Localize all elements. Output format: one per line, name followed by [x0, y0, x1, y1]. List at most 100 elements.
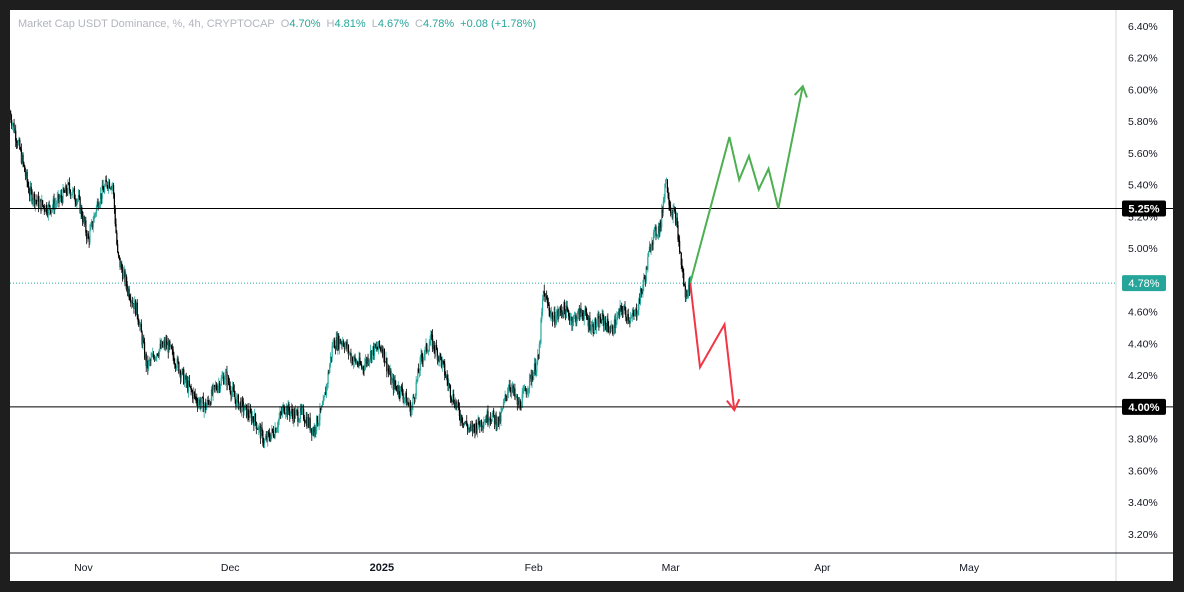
candle-body: [330, 356, 332, 358]
candle-body: [391, 378, 394, 381]
candle-body: [14, 130, 16, 133]
candle-body: [214, 385, 216, 387]
candle-body: [354, 356, 356, 360]
candle-body: [334, 348, 337, 350]
candle-body: [172, 349, 174, 357]
candle-body: [458, 407, 461, 416]
candle-body: [305, 417, 307, 424]
candle-body: [161, 341, 163, 349]
candle-body: [490, 420, 492, 422]
candle-body: [559, 307, 562, 311]
candle-body: [362, 366, 364, 370]
candle-body: [336, 337, 338, 349]
candle-body: [598, 316, 600, 328]
candle-body: [196, 398, 198, 403]
candle-body: [113, 194, 116, 209]
legend-close-value: 4.78%: [422, 18, 455, 30]
candle-body: [478, 417, 480, 425]
candle-body: [639, 298, 641, 304]
candle-body: [302, 408, 304, 410]
candle-body: [193, 392, 195, 394]
candle-body: [118, 255, 120, 258]
candle-body: [417, 369, 419, 380]
candle-body: [145, 353, 147, 367]
candle-body: [114, 208, 116, 224]
candle-body: [656, 235, 658, 237]
candle-body: [90, 221, 93, 226]
candle-body: [192, 391, 194, 399]
candle-body: [201, 397, 203, 404]
candle-body: [15, 130, 17, 141]
candle-body: [61, 198, 63, 203]
candle-body: [57, 194, 59, 198]
candle-body: [126, 286, 129, 293]
candle-body: [462, 423, 465, 426]
candle-body: [412, 397, 414, 405]
candle-body: [451, 399, 453, 401]
candle-body: [338, 335, 340, 349]
candle-body: [492, 410, 494, 416]
candle-body: [640, 288, 642, 292]
candle-body: [108, 181, 110, 188]
candle-body: [674, 210, 677, 224]
candle-body: [612, 333, 615, 335]
candle-body: [314, 426, 316, 433]
y-tick-label: 5.80%: [1128, 116, 1158, 128]
projection-bullish-path: [689, 86, 804, 284]
candle-body: [574, 315, 576, 316]
candle-body: [17, 141, 19, 146]
candle-body: [464, 422, 466, 423]
candle-body: [40, 199, 42, 211]
candle-body: [204, 402, 206, 407]
candle-body: [123, 270, 125, 272]
candle-body: [394, 379, 396, 386]
candle-body: [170, 345, 173, 349]
candle-body: [619, 305, 621, 316]
candle-body: [392, 378, 394, 390]
y-tick-label: 6.20%: [1128, 53, 1158, 65]
y-tick-label: 3.40%: [1128, 497, 1158, 509]
candle-body: [311, 428, 313, 435]
candle-body: [96, 201, 98, 207]
candle-body: [646, 267, 648, 270]
candle-body: [82, 216, 85, 222]
candle-body: [591, 324, 593, 326]
candle-body: [630, 317, 632, 322]
candle-body: [130, 301, 133, 303]
candle-body: [435, 345, 437, 353]
candle-body: [515, 396, 518, 397]
candle-body: [650, 246, 652, 252]
candle-body: [166, 340, 168, 345]
candle-body: [95, 213, 97, 215]
candle-body: [679, 252, 682, 253]
candle-body: [209, 402, 211, 405]
candle-body: [339, 339, 341, 344]
y-tick-label: 3.80%: [1128, 434, 1158, 446]
candle-body: [99, 203, 101, 207]
candle-body: [670, 212, 673, 214]
candle-body: [88, 238, 90, 243]
chart-canvas[interactable]: 6.40%6.20%6.00%5.80%5.60%5.40%5.20%5.00%…: [10, 10, 1173, 581]
candle-body: [320, 407, 322, 411]
candle-body: [524, 387, 527, 391]
candle-body: [48, 204, 50, 206]
projection-bearish-arrowhead: [726, 398, 741, 413]
candle-body: [183, 369, 185, 385]
candle-body: [257, 428, 259, 430]
candle-body: [255, 421, 257, 429]
candle-body: [196, 402, 199, 407]
candle-body: [632, 313, 634, 315]
candle-body: [565, 305, 567, 319]
candle-body: [105, 179, 107, 183]
candle-body: [139, 324, 141, 327]
candle-body: [578, 309, 580, 320]
candle-body: [484, 419, 487, 422]
candle-body: [406, 401, 408, 406]
candle-body: [687, 295, 689, 297]
candle-body: [609, 331, 611, 332]
candle-body: [603, 321, 606, 326]
candle-body: [299, 407, 301, 419]
candle-body: [500, 411, 502, 422]
candle-body: [328, 372, 330, 373]
candle-body: [585, 308, 587, 313]
